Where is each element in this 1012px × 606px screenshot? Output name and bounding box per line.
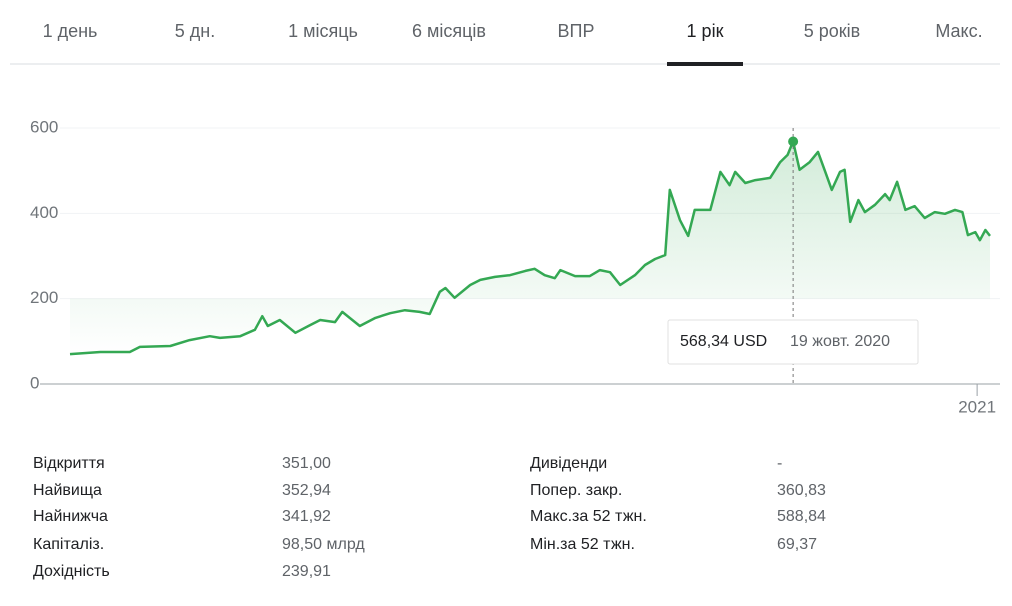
active-tab-underline — [667, 62, 743, 66]
y-tick-label: 400 — [30, 203, 58, 222]
stat-value: 351,00 — [282, 455, 331, 472]
stat-value: 98,50 млрд — [282, 536, 365, 553]
tab[interactable]: 6 місяців — [412, 21, 486, 41]
tooltip-value: 568,34 USD — [680, 333, 767, 350]
stat-value: 588,84 — [777, 508, 826, 525]
area-fill — [70, 141, 990, 355]
stat-label: Дивіденди — [530, 455, 607, 472]
tooltip-box — [667, 319, 919, 365]
x-tick-label: 2021 — [958, 397, 996, 416]
y-tick-label: 600 — [30, 117, 58, 136]
stat-value: 341,92 — [282, 508, 331, 525]
stat-value: 360,83 — [777, 482, 826, 499]
price-line — [69, 140, 991, 356]
hover-point — [788, 136, 799, 147]
y-tick-label: 0 — [30, 373, 39, 392]
tab[interactable]: 5 дн. — [175, 21, 215, 41]
stat-value: 69,37 — [777, 536, 817, 553]
stat-value: 352,94 — [282, 482, 331, 499]
stat-label: Мін.за 52 тжн. — [530, 536, 635, 553]
tab[interactable]: 1 день — [43, 21, 98, 41]
stat-value: - — [777, 455, 782, 472]
tab[interactable]: Макс. — [935, 21, 982, 41]
tab[interactable]: ВПР — [558, 21, 595, 41]
stat-label: Дохідність — [33, 563, 110, 580]
stat-value: 239,91 — [282, 563, 331, 580]
y-tick-label: 200 — [30, 288, 58, 307]
tab[interactable]: 5 років — [804, 21, 860, 41]
tab[interactable]: 1 місяць — [288, 21, 358, 41]
stat-label: Найнижча — [33, 508, 108, 525]
stat-label: Відкриття — [33, 455, 105, 472]
stat-label: Капіталіз. — [33, 536, 104, 553]
stat-label: Найвища — [33, 482, 102, 499]
tooltip-date: 19 жовт. 2020 — [790, 333, 890, 350]
stat-label: Попер. закр. — [530, 482, 622, 499]
stat-label: Макс.за 52 тжн. — [530, 508, 647, 525]
tab[interactable]: 1 рік — [687, 21, 724, 41]
